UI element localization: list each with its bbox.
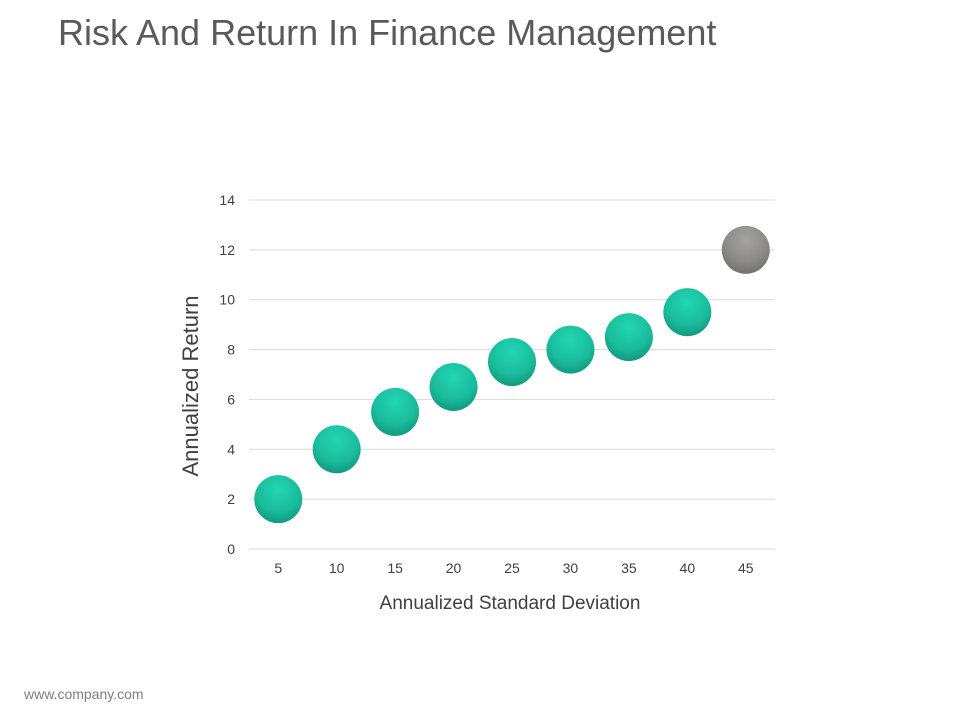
data-point — [488, 338, 536, 387]
y-tick-label: 14 — [219, 192, 235, 208]
data-point — [721, 225, 770, 274]
x-tick-label: 15 — [387, 560, 403, 576]
y-axis-title: Annualized Return — [178, 295, 203, 476]
footer-url: www.company.com — [24, 686, 144, 702]
x-tick-label: 35 — [621, 560, 637, 576]
y-tick-label: 12 — [219, 242, 235, 258]
data-point — [371, 387, 420, 436]
page-title: Risk And Return In Finance Management — [58, 12, 717, 53]
x-tick-label: 45 — [738, 560, 754, 576]
x-tick-label: 5 — [274, 560, 282, 576]
data-point — [546, 325, 595, 374]
y-tick-label: 2 — [227, 491, 235, 507]
x-tick-label: 30 — [563, 560, 579, 576]
y-tick-label: 8 — [227, 342, 235, 358]
data-point — [663, 288, 712, 337]
data-point — [604, 313, 653, 362]
x-tick-label: 25 — [504, 560, 520, 576]
data-point — [254, 475, 303, 524]
y-tick-label: 0 — [227, 541, 235, 557]
x-tick-label: 10 — [329, 560, 345, 576]
data-points — [254, 225, 770, 524]
x-tick-labels: 5 10 15 20 25 30 35 40 45 — [274, 560, 753, 576]
x-tick-label: 20 — [446, 560, 462, 576]
y-tick-label: 6 — [227, 391, 235, 407]
x-tick-label: 40 — [680, 560, 696, 576]
y-tick-labels: 0 2 4 6 8 10 12 14 — [219, 192, 235, 557]
y-tick-label: 10 — [219, 292, 235, 308]
data-point — [429, 362, 478, 411]
data-point — [312, 425, 361, 474]
y-tick-label: 4 — [227, 441, 235, 457]
x-axis-title: Annualized Standard Deviation — [380, 593, 641, 614]
